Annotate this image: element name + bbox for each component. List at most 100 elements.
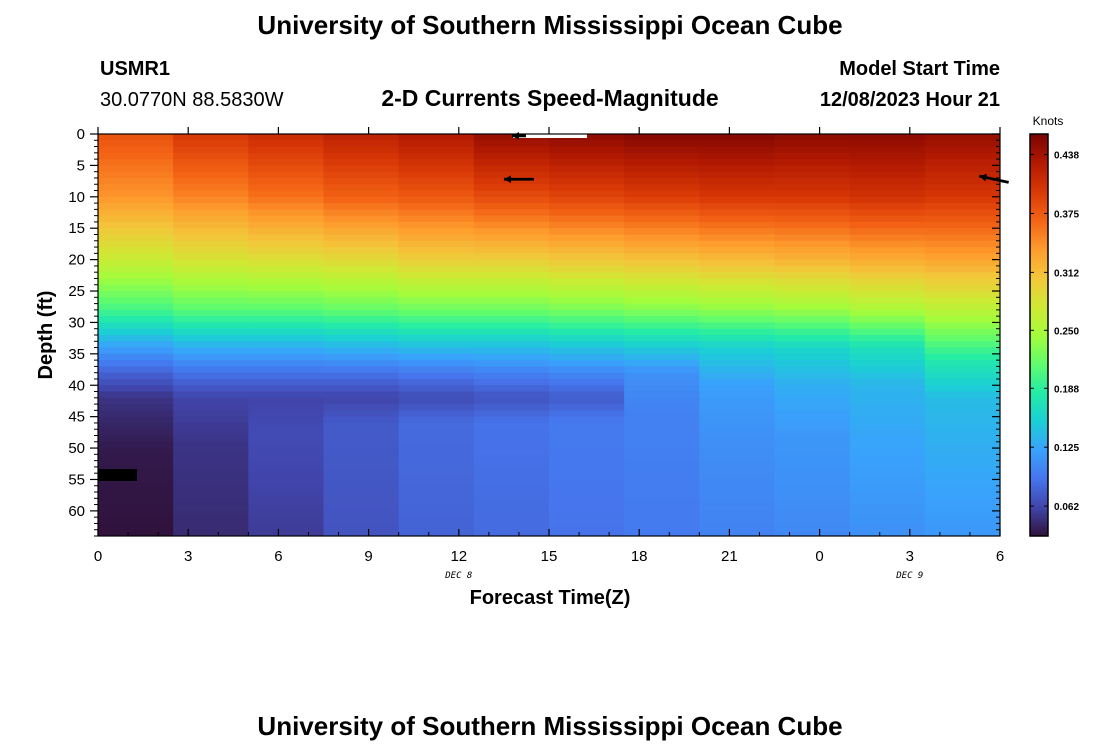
heatmap-cell [323, 152, 400, 160]
heatmap-cell [173, 466, 249, 474]
heatmap-cell [398, 177, 475, 185]
heatmap-cell [248, 448, 325, 455]
heatmap-cell [323, 460, 400, 468]
chart-subtitle: 2-D Currents Speed-Magnitude [381, 85, 718, 111]
heatmap-cell [549, 372, 625, 380]
heatmap-cell [849, 448, 926, 455]
heatmap-cell [173, 498, 249, 506]
heatmap-cell [98, 284, 174, 292]
heatmap-cell [473, 328, 550, 336]
heatmap-cell [398, 504, 475, 512]
heatmap-cell [774, 265, 851, 273]
heatmap-cell [774, 385, 851, 393]
y-tick-label: 55 [68, 471, 85, 488]
heatmap-cell [173, 146, 249, 154]
heatmap-cell [549, 523, 625, 531]
heatmap-cell [549, 297, 625, 305]
heatmap-cell [699, 454, 776, 462]
heatmap-cell [398, 435, 475, 443]
heatmap-cell [473, 184, 550, 192]
heatmap-cell [473, 479, 550, 487]
y-tick-label: 30 [68, 314, 85, 331]
heatmap-cell [624, 366, 700, 374]
heatmap-cell [398, 492, 475, 499]
heatmap-cell [924, 284, 1000, 292]
heatmap-cell [248, 341, 325, 349]
heatmap-cell [699, 404, 776, 411]
heatmap-cell [473, 523, 550, 531]
heatmap-cell [624, 498, 700, 506]
heatmap-cell [924, 265, 1000, 273]
heatmap-cell [398, 485, 475, 493]
heatmap-cell [774, 228, 851, 236]
heatmap-cell [699, 309, 776, 317]
heatmap-cell [473, 385, 550, 393]
heatmap-cell [98, 209, 174, 217]
heatmap-cell [849, 322, 926, 330]
heatmap-cell [473, 272, 550, 280]
heatmap-cell [398, 215, 475, 223]
heatmap-cell [924, 404, 1000, 411]
heatmap-cell [774, 297, 851, 305]
heatmap-cell [774, 159, 851, 167]
heatmap-cell [398, 171, 475, 179]
heatmap-cell [248, 322, 325, 330]
heatmap-cell [473, 203, 550, 210]
x-axis-label: Forecast Time(Z) [470, 587, 631, 609]
heatmap-cell [624, 152, 700, 160]
heatmap-cell [624, 404, 700, 411]
heatmap-cell [849, 309, 926, 317]
heatmap-cell [849, 504, 926, 512]
heatmap-cell [98, 228, 174, 236]
heatmap-cell [774, 372, 851, 380]
heatmap-cell [398, 517, 475, 525]
heatmap-cell [248, 309, 325, 317]
heatmap-cell [774, 410, 851, 418]
heatmap-cell [849, 372, 926, 380]
heatmap-cell [248, 209, 325, 217]
heatmap-cell [173, 391, 249, 399]
heatmap-cell [248, 140, 325, 148]
heatmap-cell [323, 196, 400, 204]
heatmap-cell [173, 215, 249, 223]
heatmap-cell [699, 234, 776, 242]
heatmap-cell [699, 165, 776, 173]
heatmap-cell [699, 347, 776, 355]
heatmap-cell [98, 303, 174, 311]
heatmap-cell [849, 328, 926, 336]
heatmap-cell [549, 460, 625, 468]
heatmap-cell [173, 378, 249, 386]
heatmap-cell [624, 309, 700, 317]
heatmap-cell [248, 385, 325, 393]
heatmap-cell [924, 422, 1000, 430]
heatmap-cell [173, 353, 249, 361]
heatmap-cell [98, 410, 174, 418]
heatmap-cell [699, 479, 776, 487]
heatmap-cell [173, 253, 249, 261]
heatmap-cell [699, 429, 776, 437]
heatmap-cell [323, 485, 400, 493]
heatmap-cell [624, 460, 700, 468]
heatmap-cell [248, 466, 325, 474]
heatmap-cell [473, 517, 550, 525]
heatmap-cell [173, 171, 249, 179]
heatmap-cell [849, 435, 926, 443]
heatmap-cell [624, 372, 700, 380]
heatmap-cell [549, 265, 625, 273]
heatmap-cell [624, 165, 700, 173]
heatmap-cell [699, 397, 776, 405]
heatmap-cell [473, 510, 550, 518]
heatmap-cell [473, 265, 550, 273]
heatmap-cell [173, 177, 249, 185]
heatmap-cell [473, 240, 550, 248]
heatmap-cell [173, 322, 249, 330]
heatmap-cell [699, 473, 776, 481]
heatmap-cell [398, 247, 475, 254]
heatmap-cell [173, 259, 249, 267]
heatmap-cell [624, 523, 700, 531]
heatmap-cell [323, 454, 400, 462]
heatmap-cell [549, 215, 625, 223]
colorbar [1029, 133, 1049, 537]
heatmap-cell [924, 215, 1000, 223]
heatmap-cell [473, 498, 550, 506]
